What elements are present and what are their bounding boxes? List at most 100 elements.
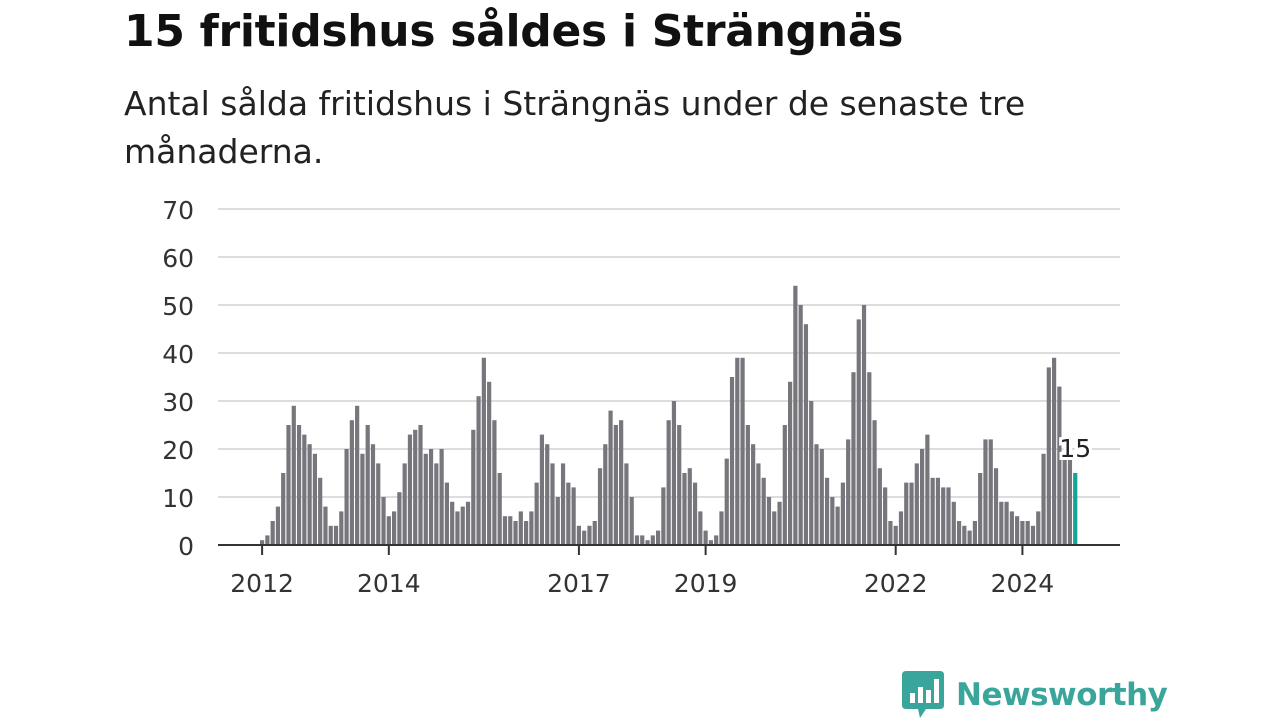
bar [719,511,724,545]
bar [518,511,523,545]
bar [455,511,460,545]
bar [413,429,418,545]
newsworthy-chart-icon [902,671,944,718]
bar [925,434,930,545]
bar [423,453,428,545]
bar [851,372,856,545]
bar [465,501,471,545]
brand-name: Newsworthy [956,677,1168,713]
bar [824,477,830,545]
bar [460,506,465,545]
y-tick-label: 60 [162,244,194,273]
bar [904,482,909,545]
bar [545,444,550,545]
bar [740,357,745,545]
bar [666,420,671,545]
bar [735,357,740,545]
bar [392,511,397,545]
bar [281,473,286,545]
bar [840,482,845,545]
bar [302,434,307,545]
bar [349,420,354,545]
bar [592,521,597,545]
bar [1030,525,1036,545]
y-tick-label: 50 [162,292,194,321]
bars [260,285,1078,545]
bar [328,525,333,545]
bar [629,497,634,545]
bar [677,425,682,545]
bar [1041,453,1046,545]
bar [946,487,951,545]
bar [1025,521,1030,545]
bar [988,439,993,545]
bar [265,535,270,545]
y-axis-tick-labels: 0 10 20 30 40 50 60 70 [162,196,194,561]
bar [803,324,809,545]
bar [809,401,814,545]
bar [370,444,376,545]
bar [624,463,629,545]
bar [698,511,703,545]
bar [619,420,624,545]
bar [339,511,344,545]
bar [640,535,645,545]
bar [671,401,677,545]
bar [471,429,476,545]
bar [761,477,766,545]
y-tick-label: 40 [162,340,194,369]
y-tick-label: 0 [178,532,194,561]
bar [883,487,888,545]
bar [539,434,545,545]
bar [608,410,613,545]
bar [819,449,824,545]
bar [634,535,640,545]
bar [692,482,698,545]
chart-subtitle: Antal sålda fritidshus i Strängnäs under… [124,84,1026,171]
bar [344,449,349,545]
x-tick-label: 2022 [864,569,928,598]
x-tick-label: 2017 [547,569,611,598]
bar [613,425,618,545]
bar [360,453,365,545]
bar [318,477,323,545]
bar [418,425,423,545]
bar [830,497,835,545]
bar [376,463,381,545]
bar [898,511,904,545]
bar [439,449,444,545]
bar [1020,521,1025,545]
bar [972,521,977,545]
bar [893,525,898,545]
bar [756,463,761,545]
bar [597,468,603,545]
bar [782,425,787,545]
bar [1004,501,1009,545]
bar [381,497,386,545]
bar [909,482,914,545]
bar [872,420,877,545]
bar [729,377,735,545]
bar [798,305,803,545]
y-tick-label: 70 [162,196,194,225]
bar [603,444,608,545]
bar [656,530,661,545]
bar [772,511,777,545]
bar [983,439,988,545]
bar [920,449,925,545]
highlight-value-label: 15 [1059,434,1091,463]
bar [682,473,687,545]
bar [286,425,291,545]
bar [444,482,449,545]
bar [434,463,439,545]
bar [962,525,967,545]
bar [587,525,592,545]
y-tick-label: 30 [162,388,194,417]
bar [260,540,265,545]
bar [703,530,708,545]
bar [1052,357,1057,545]
bar [861,305,867,545]
bar [914,463,919,545]
bar [645,540,650,545]
